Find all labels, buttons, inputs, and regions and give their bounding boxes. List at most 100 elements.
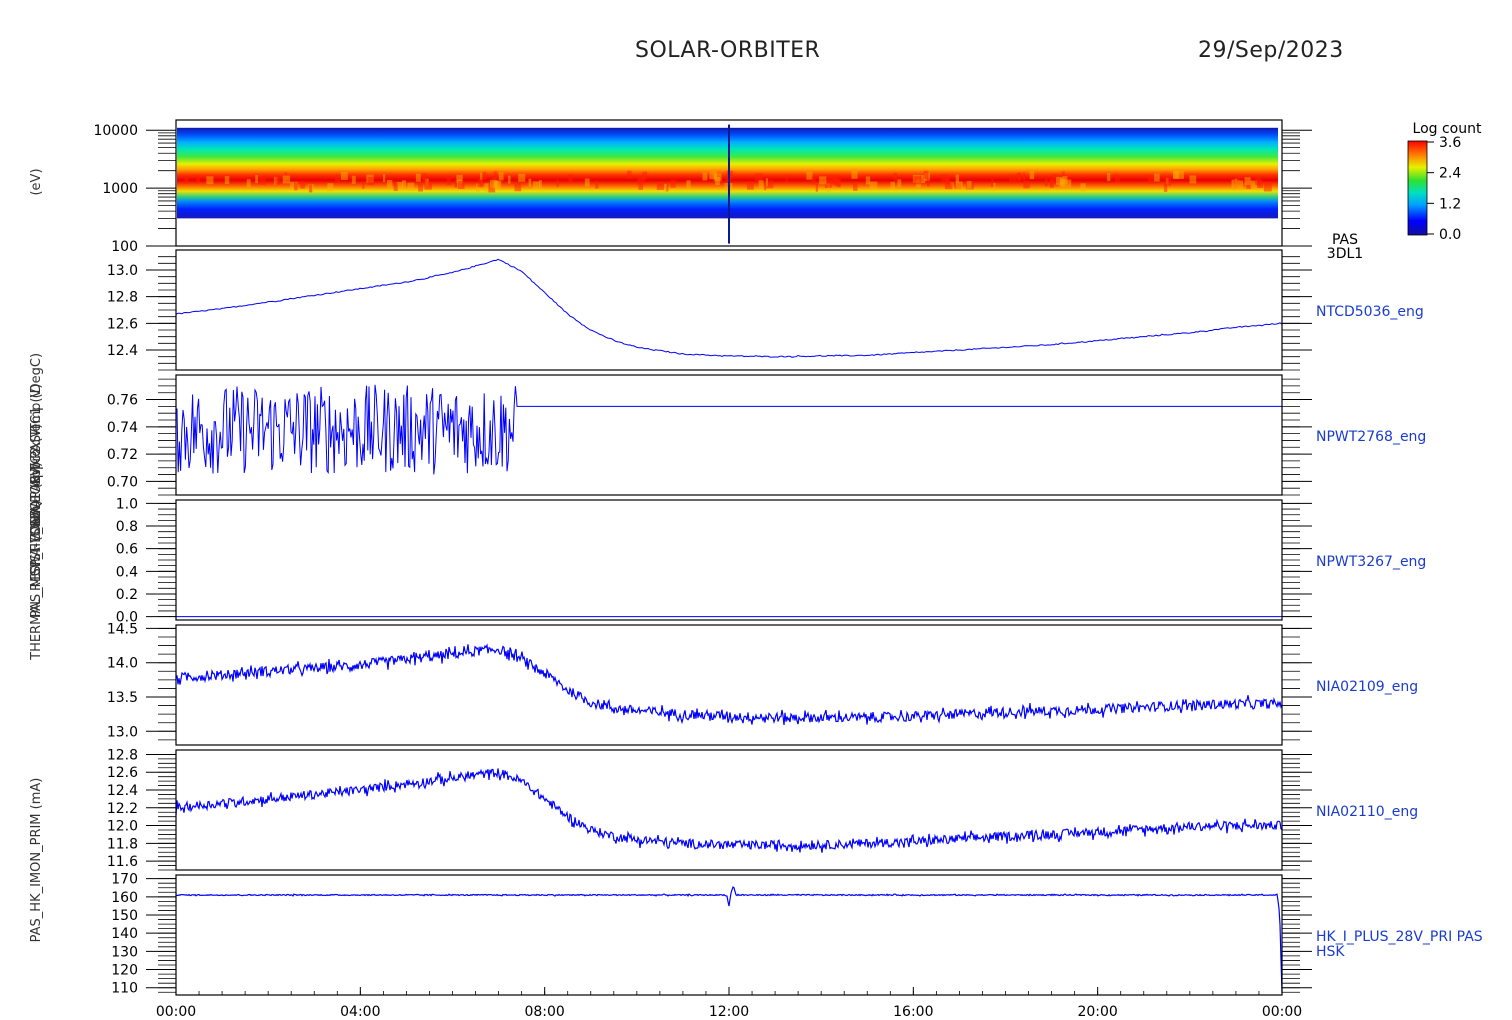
spectrogram-streak	[386, 179, 393, 188]
spectrogram-streak	[362, 181, 365, 190]
xtick-label: 16:00	[893, 1004, 933, 1020]
panel-nia02110: 11.6 11.812.0 12.2 12.4 12.6 12.8 NIA02110_eng	[107, 747, 1418, 871]
spectrogram-streak	[446, 177, 451, 186]
spectrogram-streak	[1154, 173, 1160, 182]
spectrogram-streak	[715, 177, 720, 186]
spectrogram-streak	[1163, 183, 1168, 192]
yaxis-label: PAS_MCP_HV_SEQ1 (kV)	[29, 462, 44, 618]
panel-frame	[175, 249, 1283, 371]
spectrogram-streak	[309, 184, 313, 193]
panel-frame	[175, 749, 1283, 871]
spectrogram-streak	[293, 182, 298, 191]
panel-npwt2768: 0.70 0.72 0.74 0.76 NPWT2768_eng	[107, 374, 1426, 496]
panel-label: NIA02110_eng	[1316, 804, 1418, 820]
spectrogram-streak	[670, 179, 676, 188]
spectrogram-streak	[1255, 176, 1262, 185]
spectrogram-streak	[1023, 180, 1030, 189]
mission-title: SOLAR-ORBITER	[635, 38, 821, 63]
spectrogram-streak	[638, 181, 643, 190]
spectrogram-streak	[993, 182, 996, 191]
ytick-label: 13.0	[107, 724, 138, 740]
xtick-label: 00:00	[1262, 1004, 1302, 1020]
spectrogram-streak	[488, 184, 496, 193]
spectrogram-streak	[832, 176, 837, 185]
ytick-label: 12.6	[107, 316, 138, 332]
spectrogram-streak	[758, 180, 764, 189]
spectrogram-streak	[946, 175, 950, 184]
spectrogram-streak	[258, 176, 266, 185]
spectrogram-streak	[224, 176, 230, 185]
ytick-label: 13.0	[107, 263, 138, 279]
panel-label: PAS	[1332, 232, 1358, 248]
spectrogram-streak	[1250, 180, 1258, 189]
ytick-label: 11.6	[107, 854, 138, 870]
spectrogram-streak	[480, 172, 483, 181]
spectrogram-streak	[826, 179, 832, 188]
spectrogram-streak	[1231, 179, 1235, 188]
ytick-label: 14.5	[107, 621, 138, 637]
spectrogram-streak	[539, 179, 542, 188]
ytick-label: 12.2	[107, 801, 138, 817]
spectrogram-streak	[1147, 175, 1154, 184]
panel-label: NIA02109_eng	[1316, 679, 1418, 695]
xtick-label: 20:00	[1077, 1004, 1117, 1020]
ytick-label: 0.4	[116, 564, 138, 580]
spectrogram-streak	[1059, 179, 1067, 188]
spectrogram-streak	[702, 172, 708, 181]
spectrogram-streak	[340, 171, 348, 180]
colorbar-title: Log count	[1413, 121, 1482, 137]
ytick-label: 0.8	[116, 519, 138, 535]
ytick-label: 0.72	[107, 447, 138, 463]
ytick-label: 13.5	[107, 690, 138, 706]
spectrogram-streak	[476, 183, 480, 192]
spectrogram-streak	[196, 174, 200, 183]
spectrogram-streak	[532, 181, 541, 190]
spectrogram-streak	[518, 173, 526, 182]
yaxis-label: SWA-EOBW-PAS-TC2 (V)	[29, 424, 44, 577]
spectrogram-streak	[1022, 172, 1026, 181]
spectrogram-streak	[815, 183, 818, 192]
spectrogram-streak	[955, 181, 963, 190]
ytick-label: 140	[111, 926, 138, 942]
spectrogram-streak	[819, 176, 827, 185]
ytick-label: 12.4	[107, 783, 138, 799]
spectrogram-streak	[755, 173, 763, 182]
spectrogram-streak	[1044, 178, 1048, 187]
spectrogram-streak	[584, 178, 590, 187]
spectrogram-streak	[1237, 180, 1244, 189]
spectrogram-streak	[1177, 170, 1185, 179]
ytick-label: 0.0	[116, 610, 138, 626]
spectrogram-streak	[206, 176, 214, 185]
spectrogram-streak	[282, 175, 290, 184]
spectrogram-streak	[656, 181, 664, 190]
panel-label: NTCD5036_eng	[1316, 304, 1424, 320]
spectrogram-streak	[351, 175, 356, 184]
spectrogram-streak	[890, 181, 895, 190]
spectrogram-streak	[806, 171, 813, 180]
spectrogram-streak	[869, 181, 878, 190]
spectrogram-streak	[327, 183, 334, 192]
spectrogram-streak	[498, 172, 504, 181]
xtick-label: 12:00	[709, 1004, 749, 1020]
ytick-label: 12.4	[107, 343, 138, 359]
spectrogram-streak	[765, 178, 769, 187]
spectrogram-streak	[255, 175, 259, 184]
panel-frame	[175, 119, 1283, 247]
spectrogram-streak	[514, 183, 522, 192]
ytick-label: 0.76	[107, 393, 138, 409]
spectrogram-streak	[627, 170, 632, 179]
ytick-label: 120	[111, 963, 138, 979]
panel-hk-i-plus-28v: 110 120 130 140 150 160 170 HK_I_PLUS_28V_PRI P…	[111, 872, 1483, 997]
ytick-label: 11.8	[107, 836, 138, 852]
spectrogram-streak	[1244, 177, 1251, 186]
spectrogram-streak	[927, 178, 930, 187]
ytick-label: 170	[111, 872, 138, 888]
spectrogram-streak	[456, 174, 463, 183]
spectrogram-streak	[1235, 175, 1241, 184]
spectrogram-streak	[418, 183, 423, 192]
spectrogram-streak	[851, 170, 858, 179]
spectrogram-streak	[642, 171, 647, 180]
spectrogram-streak	[709, 171, 717, 180]
